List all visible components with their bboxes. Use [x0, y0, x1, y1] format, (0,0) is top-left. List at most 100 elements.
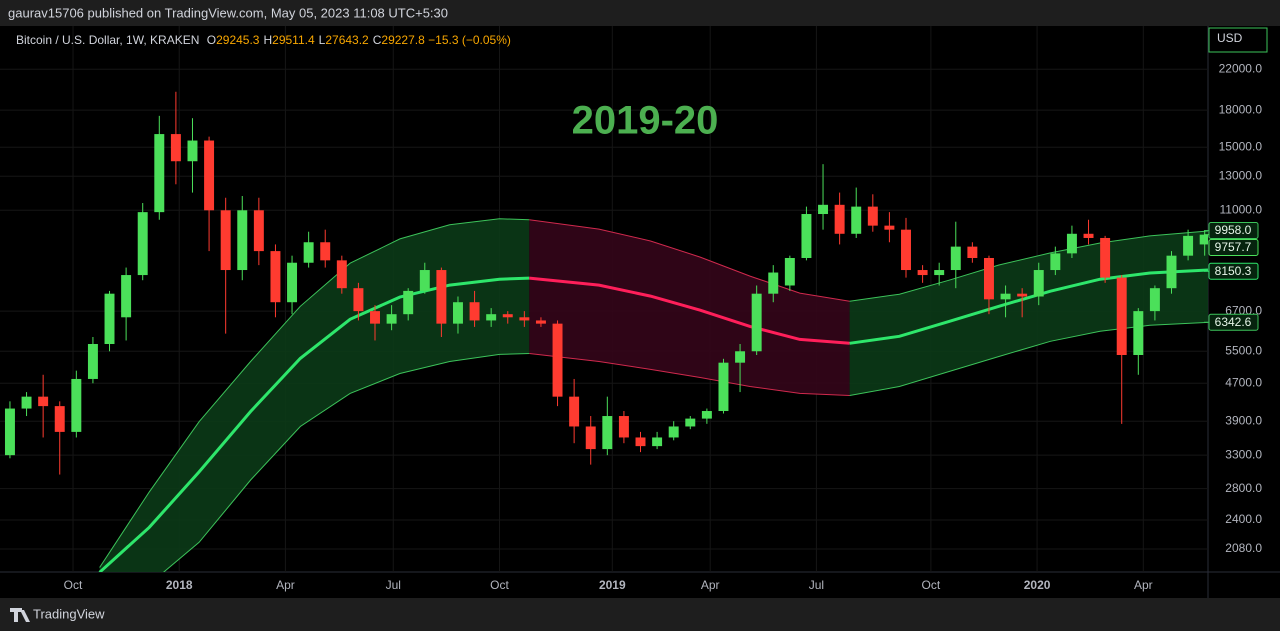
x-tick-label: Oct	[490, 578, 509, 592]
x-tick-label: 2020	[1024, 578, 1051, 592]
price-label: 9757.7	[1215, 240, 1252, 254]
chart-title: 2019-20	[572, 99, 719, 143]
candle-body	[403, 290, 414, 315]
candle-body	[867, 206, 878, 226]
candle-body	[834, 204, 845, 234]
candle-body	[967, 246, 978, 258]
bands	[98, 218, 1208, 572]
x-tick-label: Jul	[809, 578, 824, 592]
candle-body	[486, 314, 497, 321]
candle-body	[884, 225, 895, 230]
candle-body	[386, 314, 397, 324]
candle-body	[237, 210, 248, 271]
candle-body	[718, 362, 729, 412]
candle-body	[1100, 237, 1111, 278]
legend: Bitcoin / U.S. Dollar, 1W, KRAKEN O29245…	[16, 33, 511, 47]
candle-body	[54, 406, 65, 432]
footer-brand: TradingView	[33, 606, 105, 621]
header-text: gaurav15706 published on TradingView.com…	[8, 5, 448, 20]
y-tick-label: 15000.0	[1219, 139, 1263, 153]
candle-body	[21, 396, 32, 409]
candle-body	[220, 210, 231, 271]
ohlc: O29245.3 H29511.4 L27643.2 C29227.8	[203, 33, 425, 47]
x-tick-label: Apr	[1134, 578, 1153, 592]
candle-body	[652, 437, 663, 447]
candle-body	[1199, 234, 1208, 245]
header-bar	[0, 0, 1280, 26]
candle-body	[535, 320, 546, 324]
candle-body	[187, 140, 198, 162]
candle-body	[1000, 293, 1011, 300]
candle-body	[38, 396, 49, 407]
price-label-box	[1208, 262, 1259, 280]
candle-body	[685, 418, 696, 427]
candle-body	[801, 214, 812, 258]
candle-body	[1116, 277, 1127, 355]
x-tick-label: Oct	[64, 578, 83, 592]
candle-body	[170, 134, 181, 162]
y-tick-label: 22000.0	[1219, 61, 1263, 75]
candle-body	[851, 206, 862, 234]
candle-body	[751, 293, 762, 352]
legend-key: L	[318, 33, 326, 47]
band-fill	[99, 218, 530, 572]
candle-body	[569, 396, 580, 427]
band-basis	[849, 268, 1208, 345]
candle-body	[320, 242, 331, 261]
x-tick-label: Jul	[386, 578, 401, 592]
axes: 2080.0 2400.0 2800.0 3300.0 3900.0 4700.0 5500…	[64, 61, 1263, 592]
candle-body	[668, 426, 679, 438]
legend-key: C	[372, 33, 382, 47]
logo	[10, 608, 30, 622]
price-label: 6342.6	[1215, 315, 1252, 329]
band-fill	[849, 231, 1208, 396]
candle-body	[154, 134, 165, 213]
candle-body	[87, 344, 98, 379]
candle-body	[353, 288, 364, 312]
candle-body	[453, 302, 463, 324]
band-lower	[529, 353, 850, 396]
candle-body	[901, 229, 911, 271]
candle-body	[469, 302, 480, 321]
candle-body	[585, 426, 596, 450]
candle-body	[336, 260, 347, 289]
candle-body	[950, 246, 961, 271]
band-upper	[529, 219, 850, 302]
y-tick-label: 2800.0	[1225, 481, 1262, 495]
price-label-box	[1208, 239, 1259, 257]
candle-body	[137, 212, 148, 276]
currency: USD	[1217, 31, 1243, 45]
candle-body	[253, 210, 264, 252]
candle-body	[1083, 233, 1094, 238]
price-label: 8150.3	[1215, 264, 1252, 278]
legend-value: 29245.3	[216, 33, 260, 47]
candle-body	[436, 270, 447, 324]
change: −15.3 (−0.05%)	[428, 33, 511, 47]
candle-body	[502, 314, 513, 318]
candle-body	[552, 323, 563, 397]
x-tick-label: Apr	[701, 578, 720, 592]
y-tick-label: 2400.0	[1225, 512, 1262, 526]
candle-body	[121, 275, 132, 318]
candle-body	[618, 416, 629, 438]
candle-body	[71, 378, 82, 432]
y-tick-label: 3900.0	[1225, 413, 1262, 427]
price-label: 9958.0	[1215, 223, 1252, 237]
candle-body	[204, 140, 215, 211]
candle-body	[303, 242, 314, 263]
legend-key: H	[263, 33, 273, 47]
band-upper	[99, 218, 530, 568]
candles	[4, 91, 1208, 475]
legend-value: 29511.4	[272, 33, 315, 47]
currency-box[interactable]	[1208, 27, 1268, 53]
candle-body	[1033, 270, 1044, 297]
candle-body	[934, 270, 945, 276]
x-tick-label: 2019	[599, 578, 626, 592]
x-tick-label: Apr	[276, 578, 295, 592]
candle-body	[519, 317, 530, 321]
price-label-box	[1208, 313, 1259, 331]
candle-body	[768, 272, 779, 294]
candle-body	[602, 416, 613, 450]
candle-body	[1066, 233, 1077, 254]
